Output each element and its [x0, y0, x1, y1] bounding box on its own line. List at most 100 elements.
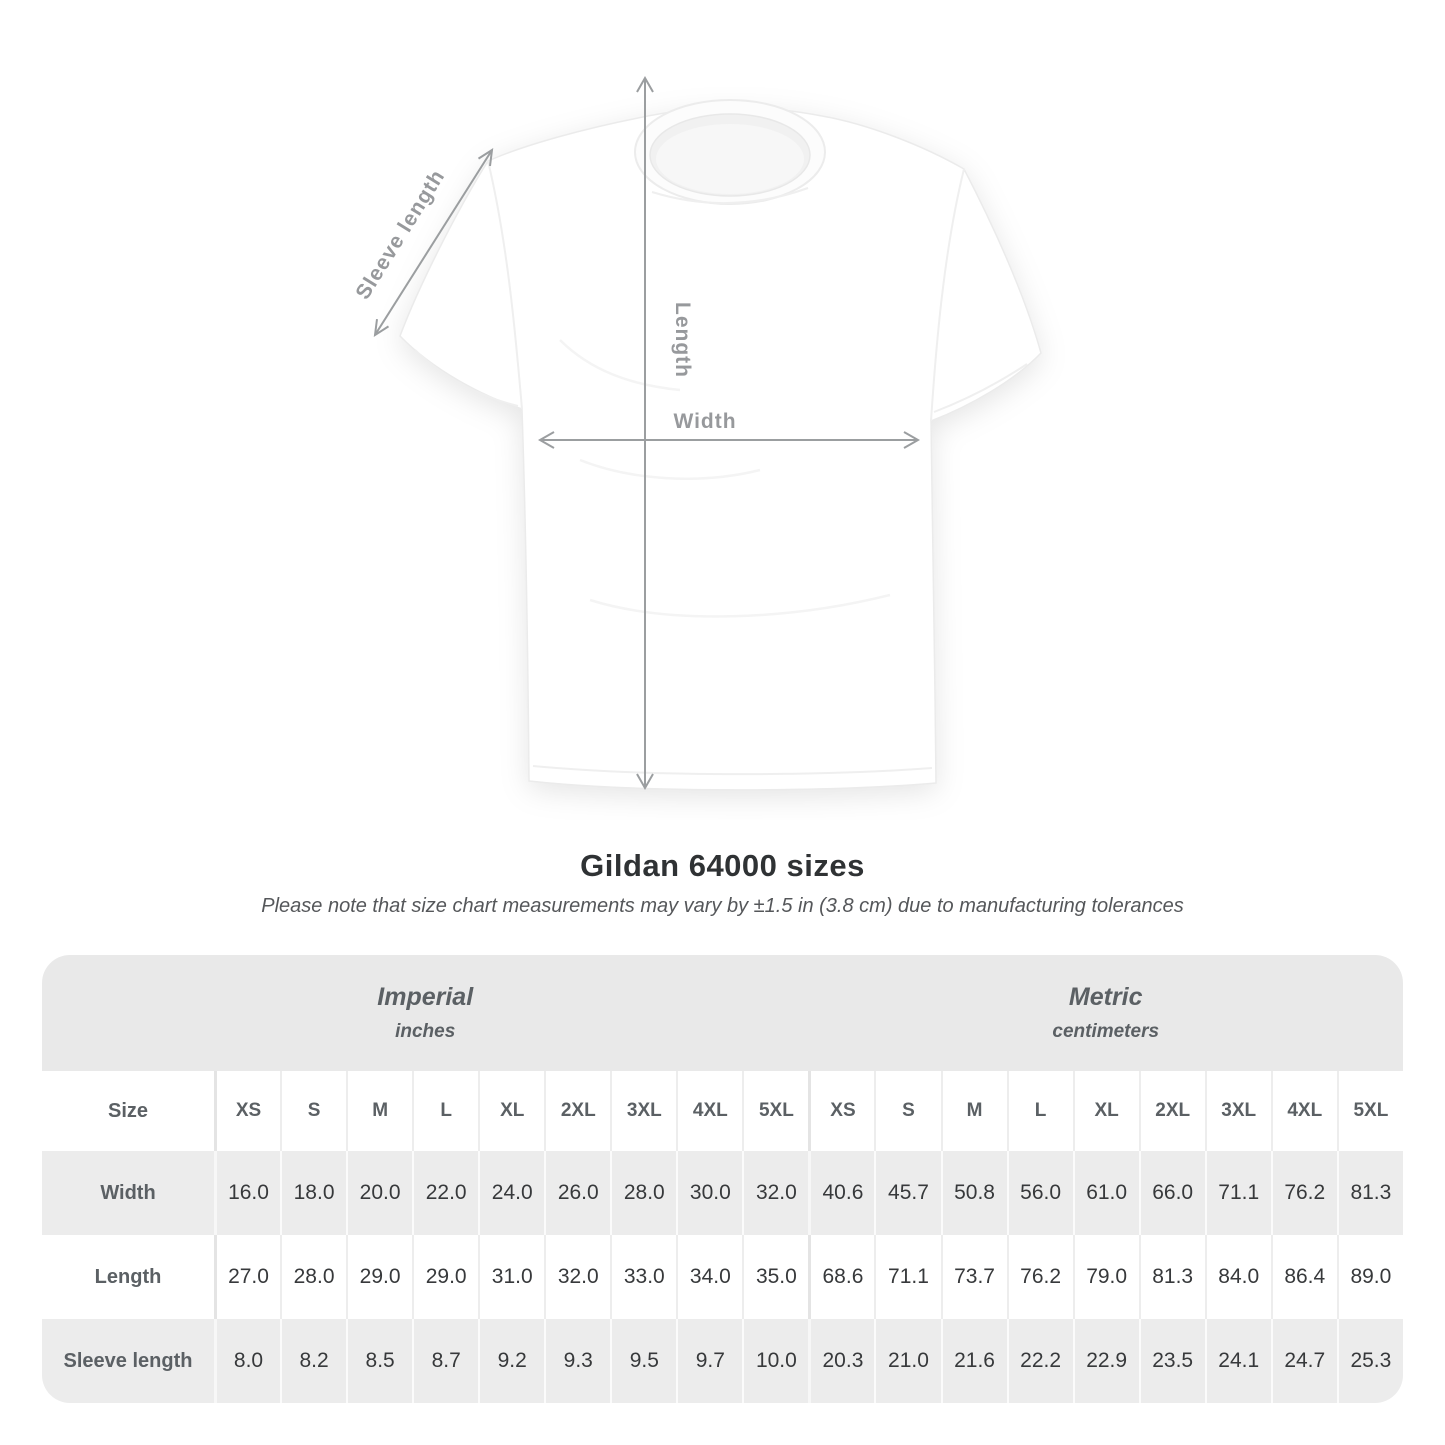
cell-length-metric-3xl: 84.0: [1204, 1235, 1271, 1319]
cell-width-imperial-xl: 24.0: [478, 1151, 545, 1235]
cell-length-imperial-xs: 27.0: [214, 1235, 281, 1319]
cell-sleeve-length-imperial-3xl: 9.5: [610, 1319, 677, 1403]
cell-width-imperial-5xl: 32.0: [742, 1151, 809, 1235]
size-chart-title: Gildan 64000 sizes: [580, 848, 865, 883]
size-col-imperial-m: M: [346, 1071, 413, 1151]
cell-sleeve-length-metric-m: 21.6: [940, 1319, 1007, 1403]
size-col-imperial-4xl: 4XL: [676, 1071, 743, 1151]
imperial-unit-label: inches: [395, 1021, 456, 1042]
size-table-wrap: Imperial inches Metric centimeters Size …: [42, 955, 1403, 1403]
size-col-imperial-xs: XS: [214, 1071, 281, 1151]
row-label-length: Length: [42, 1235, 214, 1319]
cell-width-imperial-4xl: 30.0: [676, 1151, 743, 1235]
cell-sleeve-length-imperial-s: 8.2: [280, 1319, 347, 1403]
size-col-imperial-s: S: [280, 1071, 347, 1151]
cell-length-metric-l: 76.2: [1006, 1235, 1073, 1319]
size-col-metric-xs: XS: [808, 1071, 875, 1151]
row-label-width: Width: [42, 1151, 214, 1235]
measurement-row-width: Width 16.0 18.0 20.0 22.0 24.0 26.0 28.0 30.0 32.…: [42, 1151, 1403, 1235]
cell-width-imperial-xs: 16.0: [214, 1151, 281, 1235]
cell-sleeve-length-metric-xl: 22.9: [1072, 1319, 1139, 1403]
size-table: Imperial inches Metric centimeters Size …: [42, 955, 1403, 1403]
size-col-metric-2xl: 2XL: [1138, 1071, 1205, 1151]
size-col-metric-4xl: 4XL: [1270, 1071, 1337, 1151]
cell-width-imperial-2xl: 26.0: [544, 1151, 611, 1235]
measurement-row-length: Length 27.0 28.0 29.0 29.0 31.0 32.0 33.0 34.0 35…: [42, 1235, 1403, 1319]
size-col-metric-m: M: [940, 1071, 1007, 1151]
cell-sleeve-length-metric-4xl: 24.7: [1270, 1319, 1337, 1403]
size-column-header: Size: [42, 1071, 214, 1151]
cell-width-metric-xl: 61.0: [1072, 1151, 1139, 1235]
imperial-group-header: Imperial inches: [42, 955, 809, 1071]
size-col-metric-3xl: 3XL: [1204, 1071, 1271, 1151]
size-col-metric-5xl: 5XL: [1336, 1071, 1403, 1151]
cell-width-metric-4xl: 76.2: [1270, 1151, 1337, 1235]
row-label-sleeve-length: Sleeve length: [42, 1319, 214, 1403]
width-label: Width: [673, 410, 736, 433]
cell-width-metric-l: 56.0: [1006, 1151, 1073, 1235]
shirt-seams: [414, 160, 1028, 776]
cell-length-imperial-4xl: 34.0: [676, 1235, 743, 1319]
cell-length-metric-5xl: 89.0: [1336, 1235, 1403, 1319]
cell-sleeve-length-imperial-5xl: 10.0: [742, 1319, 809, 1403]
tshirt-diagram: Sleeve length Length Width: [330, 40, 1110, 820]
size-col-metric-l: L: [1006, 1071, 1073, 1151]
cell-length-imperial-m: 29.0: [346, 1235, 413, 1319]
tshirt-shape: [399, 99, 1042, 791]
cell-length-imperial-5xl: 35.0: [742, 1235, 809, 1319]
tolerance-note: Please note that size chart measurements…: [261, 895, 1184, 917]
cell-width-imperial-s: 18.0: [280, 1151, 347, 1235]
cell-width-imperial-3xl: 28.0: [610, 1151, 677, 1235]
cell-sleeve-length-imperial-m: 8.5: [346, 1319, 413, 1403]
size-col-imperial-3xl: 3XL: [610, 1071, 677, 1151]
size-col-imperial-xl: XL: [478, 1071, 545, 1151]
cell-width-imperial-l: 22.0: [412, 1151, 479, 1235]
cell-width-metric-3xl: 71.1: [1204, 1151, 1271, 1235]
cell-width-imperial-m: 20.0: [346, 1151, 413, 1235]
imperial-label: Imperial: [377, 983, 474, 1011]
measurement-row-sleeve-length: Sleeve length 8.0 8.2 8.5 8.7 9.2 9.3 9.5 9.7 10.…: [42, 1319, 1403, 1403]
tshirt-svg: Sleeve length Length Width: [351, 75, 1042, 791]
shirt-wrinkles: [559, 339, 891, 618]
cell-width-metric-2xl: 66.0: [1138, 1151, 1205, 1235]
size-col-imperial-l: L: [412, 1071, 479, 1151]
cell-sleeve-length-imperial-xs: 8.0: [214, 1319, 281, 1403]
unit-group-row: Imperial inches Metric centimeters: [42, 955, 1403, 1071]
cell-length-imperial-3xl: 33.0: [610, 1235, 677, 1319]
cell-sleeve-length-metric-3xl: 24.1: [1204, 1319, 1271, 1403]
cell-length-metric-2xl: 81.3: [1138, 1235, 1205, 1319]
cell-length-imperial-s: 28.0: [280, 1235, 347, 1319]
sleeve-length-arrow: [373, 148, 494, 337]
cell-sleeve-length-metric-s: 21.0: [874, 1319, 941, 1403]
collar-shadow: [656, 124, 804, 194]
metric-group-header: Metric centimeters: [808, 955, 1403, 1071]
cell-sleeve-length-imperial-xl: 9.2: [478, 1319, 545, 1403]
cell-sleeve-length-imperial-2xl: 9.3: [544, 1319, 611, 1403]
length-arrow: [636, 75, 654, 791]
cell-sleeve-length-metric-l: 22.2: [1006, 1319, 1073, 1403]
cell-length-imperial-xl: 31.0: [478, 1235, 545, 1319]
cell-length-metric-xs: 68.6: [808, 1235, 875, 1319]
cell-length-metric-xl: 79.0: [1072, 1235, 1139, 1319]
width-arrow: [537, 431, 921, 449]
cell-length-metric-m: 73.7: [940, 1235, 1007, 1319]
cell-width-metric-m: 50.8: [940, 1151, 1007, 1235]
cell-length-metric-s: 71.1: [874, 1235, 941, 1319]
size-col-metric-s: S: [874, 1071, 941, 1151]
length-label: Length: [671, 302, 694, 378]
cell-length-imperial-2xl: 32.0: [544, 1235, 611, 1319]
cell-width-metric-s: 45.7: [874, 1151, 941, 1235]
cell-width-metric-5xl: 81.3: [1336, 1151, 1403, 1235]
size-header-row: Size XS S M L XL 2XL 3XL 4XL 5XL XS S M L XL 2XL 3XL 4XL…: [42, 1071, 1403, 1151]
cell-width-metric-xs: 40.6: [808, 1151, 875, 1235]
metric-label: Metric: [1068, 983, 1143, 1011]
cell-sleeve-length-imperial-4xl: 9.7: [676, 1319, 743, 1403]
size-col-metric-xl: XL: [1072, 1071, 1139, 1151]
size-col-imperial-5xl: 5XL: [742, 1071, 809, 1151]
size-col-imperial-2xl: 2XL: [544, 1071, 611, 1151]
metric-unit-label: centimeters: [1052, 1021, 1160, 1042]
cell-length-metric-4xl: 86.4: [1270, 1235, 1337, 1319]
cell-sleeve-length-metric-5xl: 25.3: [1336, 1319, 1403, 1403]
cell-sleeve-length-imperial-l: 8.7: [412, 1319, 479, 1403]
